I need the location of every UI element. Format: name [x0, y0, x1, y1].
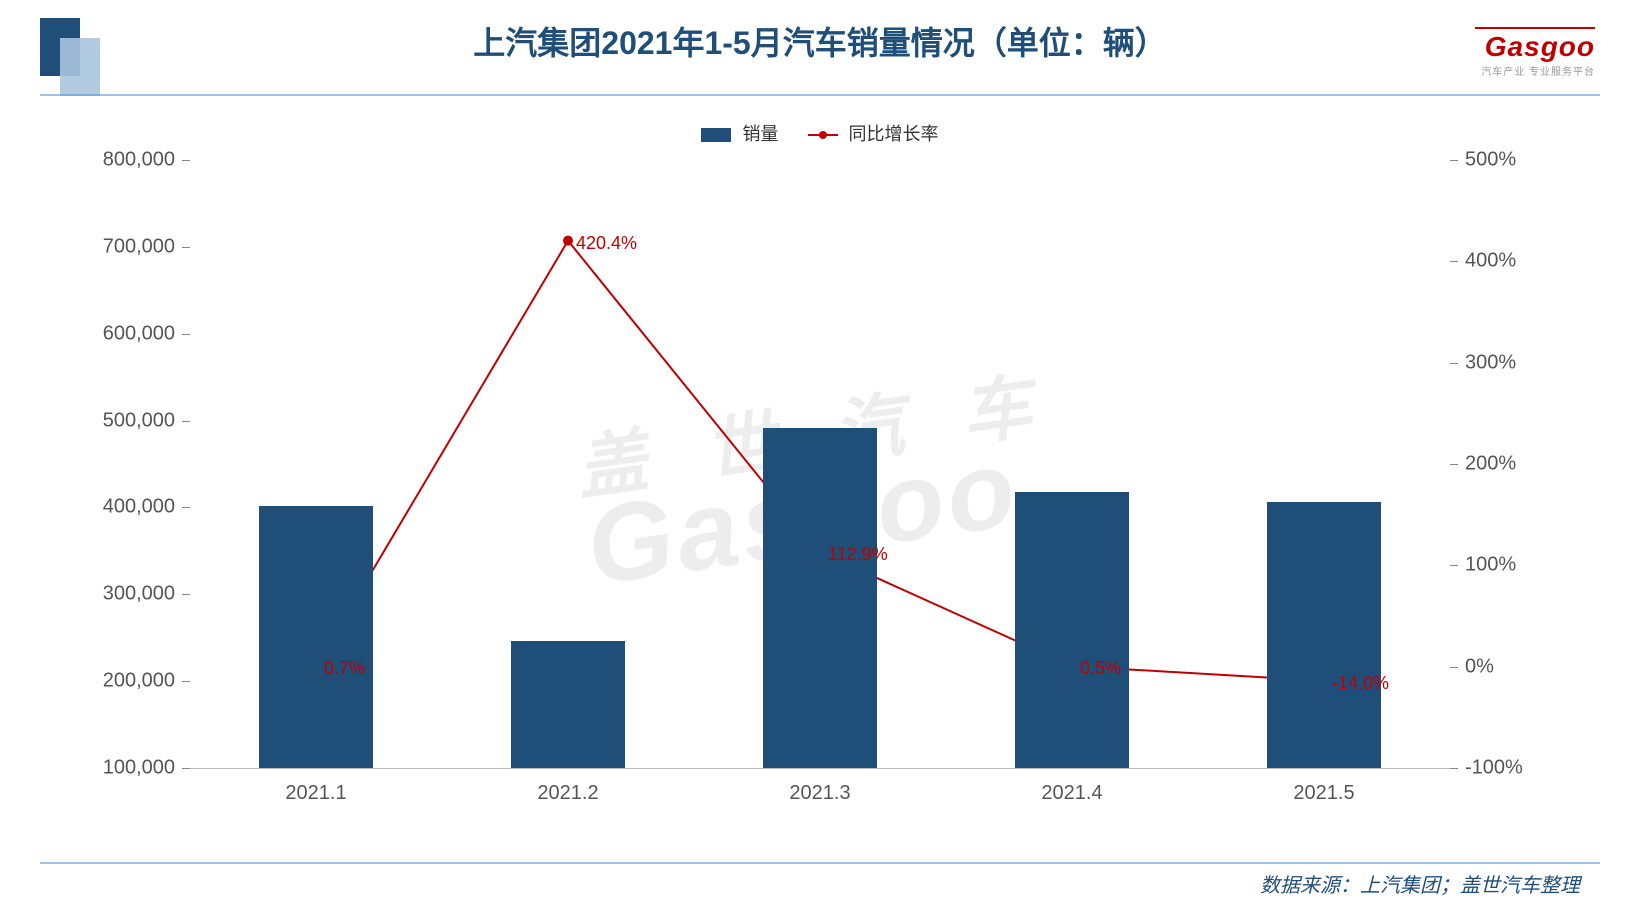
x-tick-label: 2021.2 — [537, 782, 598, 805]
y-left-tick-mark — [182, 594, 190, 595]
y-left-tick-label: 400,000 — [75, 496, 175, 519]
y-right-tick-mark — [1450, 667, 1458, 668]
line-marker — [563, 236, 573, 246]
y-left-tick-label: 800,000 — [75, 149, 175, 172]
legend-bar-swatch-icon — [701, 128, 731, 142]
bar — [1015, 492, 1128, 768]
y-left-tick-mark — [182, 768, 190, 769]
logo-bar-icon — [1475, 27, 1595, 29]
line-data-label: 0.5% — [1080, 658, 1121, 679]
y-right-tick-mark — [1450, 464, 1458, 465]
footer-source: 数据来源：上汽集团；盖世汽车整理 — [1260, 869, 1580, 898]
footer-divider — [40, 862, 1600, 864]
y-right-tick-mark — [1450, 768, 1458, 769]
y-left-tick-mark — [182, 334, 190, 335]
bar — [259, 506, 372, 768]
y-left-tick-mark — [182, 160, 190, 161]
y-right-tick-mark — [1450, 363, 1458, 364]
x-tick-label: 2021.4 — [1041, 782, 1102, 805]
brand-logo: Gasgoo 汽车产业 专业服务平台 — [1475, 25, 1595, 78]
y-left-tick-label: 600,000 — [75, 322, 175, 345]
y-right-tick-label: 400% — [1465, 250, 1565, 273]
x-tick-label: 2021.3 — [789, 782, 850, 805]
x-tick-label: 2021.5 — [1293, 782, 1354, 805]
y-left-tick-mark — [182, 681, 190, 682]
bar — [763, 428, 876, 768]
plot-area: 100,000200,000300,000400,000500,000600,0… — [190, 160, 1450, 768]
y-right-tick-label: 0% — [1465, 655, 1565, 678]
y-right-tick-mark — [1450, 565, 1458, 566]
y-left-tick-label: 200,000 — [75, 670, 175, 693]
x-tick-label: 2021.1 — [285, 782, 346, 805]
y-right-tick-label: 200% — [1465, 453, 1565, 476]
logo-subtitle: 汽车产业 专业服务平台 — [1475, 63, 1595, 78]
y-left-tick-mark — [182, 247, 190, 248]
legend-line-swatch-icon — [808, 134, 838, 136]
y-right-tick-label: -100% — [1465, 757, 1565, 780]
chart: 销量 同比增长率 盖 世 汽 车 Gasgoo 100,000200,00030… — [80, 120, 1560, 838]
y-left-tick-label: 100,000 — [75, 757, 175, 780]
line-data-label: -14.0% — [1332, 673, 1389, 694]
y-right-tick-label: 300% — [1465, 351, 1565, 374]
y-right-tick-label: 500% — [1465, 149, 1565, 172]
y-left-tick-label: 500,000 — [75, 409, 175, 432]
line-data-label: 0.7% — [324, 658, 365, 679]
y-left-tick-label: 700,000 — [75, 235, 175, 258]
slide-title: 上汽集团2021年1-5月汽车销量情况（单位：辆） — [0, 18, 1640, 64]
legend-bar-label: 销量 — [742, 124, 778, 144]
title-underline — [40, 94, 1600, 96]
bar — [511, 641, 624, 768]
y-left-tick-label: 300,000 — [75, 583, 175, 606]
legend: 销量 同比增长率 — [80, 120, 1560, 146]
x-axis-line — [190, 768, 1450, 769]
y-right-tick-mark — [1450, 261, 1458, 262]
y-left-tick-mark — [182, 421, 190, 422]
y-right-tick-mark — [1450, 160, 1458, 161]
y-right-tick-label: 100% — [1465, 554, 1565, 577]
y-left-tick-mark — [182, 507, 190, 508]
line-data-label: 420.4% — [576, 233, 637, 254]
logo-text: Gasgoo — [1475, 31, 1595, 63]
legend-line-label: 同比增长率 — [849, 124, 939, 144]
bar — [1267, 502, 1380, 768]
line-data-label: 112.9% — [828, 544, 888, 565]
